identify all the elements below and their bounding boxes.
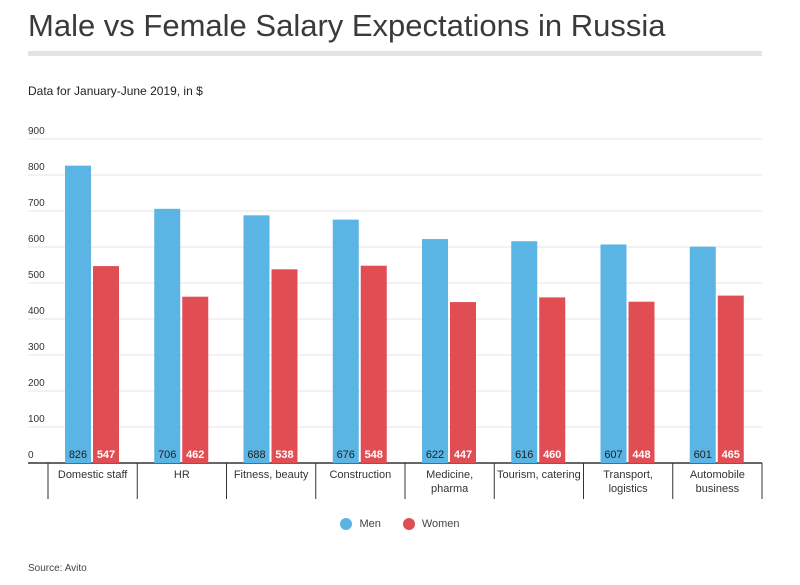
data-label-men: 607	[604, 449, 622, 461]
data-label-women: 462	[186, 449, 204, 461]
y-tick-label: 500	[28, 270, 45, 281]
legend-item-men: Men	[340, 518, 381, 530]
y-tick-label: 900	[28, 126, 45, 137]
y-tick-label: 400	[28, 306, 45, 317]
bar-men	[511, 241, 538, 463]
data-label-women: 448	[632, 449, 650, 461]
data-label-women: 547	[97, 449, 115, 461]
data-label-men: 676	[337, 449, 355, 461]
data-label-men: 826	[69, 449, 87, 461]
bar-men	[65, 165, 91, 463]
bar-women	[271, 269, 298, 463]
x-tick-label: HR	[174, 469, 190, 481]
legend-label-men: Men	[359, 518, 381, 530]
title-divider	[28, 51, 762, 56]
legend-swatch-women	[402, 518, 415, 530]
bar-women	[93, 266, 119, 463]
legend: Men Women	[0, 518, 800, 530]
bar-men	[689, 246, 716, 463]
x-tick-label: Transport,	[603, 469, 653, 481]
data-label-women: 447	[454, 449, 472, 461]
legend-item-women: Women	[402, 518, 460, 530]
legend-swatch-men	[340, 518, 353, 530]
x-tick-label: pharma	[431, 483, 469, 495]
data-label-men: 616	[515, 449, 533, 461]
data-label-women: 465	[722, 449, 740, 461]
x-tick-label: Fitness, beauty	[234, 469, 309, 481]
bar-men	[332, 219, 359, 463]
data-label-women: 460	[543, 449, 561, 461]
bar-men	[600, 244, 627, 463]
bar-women	[360, 265, 387, 463]
x-tick-label: logistics	[609, 483, 649, 495]
x-tick-label: Medicine,	[426, 469, 473, 481]
x-tick-label: Tourism, catering	[497, 469, 581, 481]
y-tick-label: 600	[28, 234, 45, 245]
y-tick-label: 200	[28, 378, 45, 389]
data-label-women: 548	[365, 449, 383, 461]
bar-women	[182, 296, 209, 463]
data-label-men: 601	[694, 449, 712, 461]
legend-label-women: Women	[421, 518, 460, 530]
chart-title: Male vs Female Salary Expectations in Ru…	[28, 8, 666, 43]
bar-men	[422, 239, 448, 463]
bar-men	[243, 215, 270, 463]
y-tick-label: 100	[28, 414, 45, 425]
y-tick-label: 800	[28, 162, 45, 173]
data-label-women: 538	[275, 449, 293, 461]
data-label-men: 622	[426, 449, 444, 461]
x-tick-label: business	[696, 483, 740, 495]
data-label-men: 688	[247, 449, 265, 461]
bar-women	[539, 297, 566, 463]
source-note: Source: Avito	[28, 563, 87, 574]
bar-men	[154, 208, 181, 463]
y-tick-label: 0	[28, 450, 34, 461]
x-tick-label: Domestic staff	[58, 469, 128, 481]
data-label-men: 706	[158, 449, 176, 461]
y-tick-label: 300	[28, 342, 45, 353]
bar-chart: 0 100 200 300 400 500 600 700 800 900 826 547 Domest…	[28, 126, 763, 499]
bar-women	[628, 301, 655, 463]
y-tick-label: 700	[28, 198, 45, 209]
bar-women	[717, 295, 744, 463]
bar-women	[450, 302, 476, 463]
x-tick-label: Construction	[329, 469, 391, 481]
chart-subtitle: Data for January-June 2019, in $	[28, 84, 203, 98]
x-tick-label: Automobile	[690, 469, 745, 481]
